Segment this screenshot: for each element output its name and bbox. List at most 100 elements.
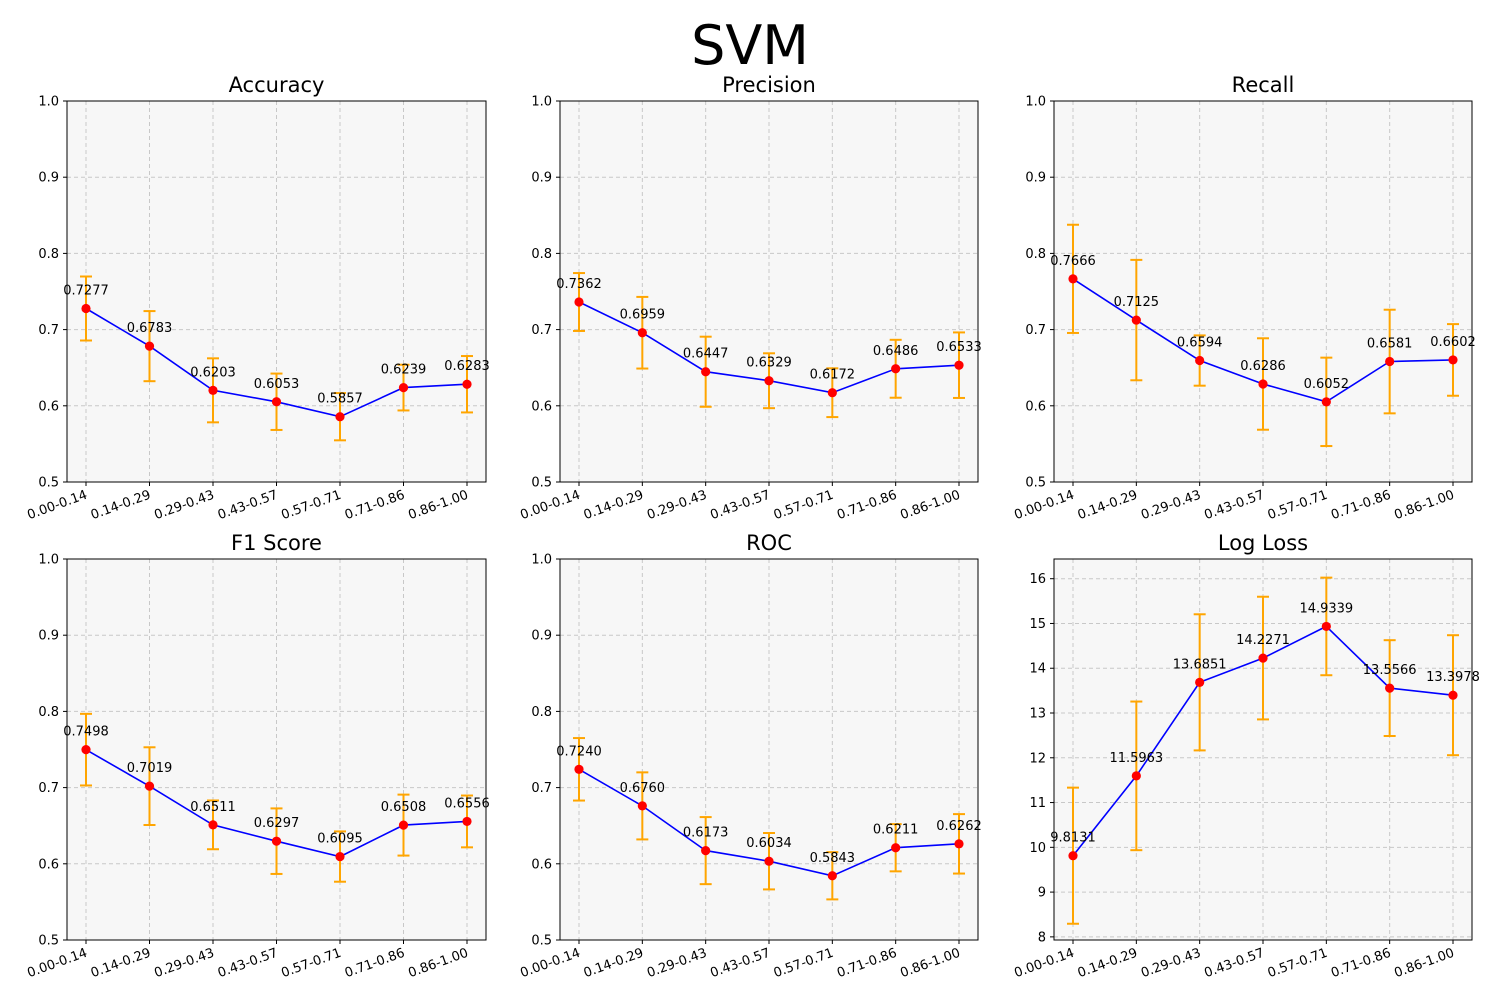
- data-point: [1195, 355, 1205, 366]
- data-label: 9.8131: [1050, 831, 1096, 846]
- y-tick-label: 0.9: [1025, 171, 1046, 186]
- y-tick-label: 0.9: [531, 171, 552, 186]
- data-point: [462, 379, 472, 389]
- data-label: 0.7277: [63, 283, 109, 298]
- plot-frame: [66, 100, 487, 483]
- data-point: [1321, 621, 1331, 632]
- data-label: 13.5566: [1363, 663, 1417, 678]
- data-label: 0.6203: [190, 365, 236, 380]
- data-label: 0.6052: [1304, 377, 1350, 392]
- y-tick-label: 0.5: [38, 934, 59, 949]
- data-label: 0.6486: [873, 344, 919, 359]
- data-label: 0.7498: [63, 725, 109, 740]
- data-point: [208, 820, 218, 830]
- data-label: 0.6211: [873, 823, 919, 838]
- data-point: [398, 382, 409, 393]
- subplot-f1-score: 0.50.60.70.80.91.00.00-0.14 0.14-0.29 0.29…: [25, 531, 489, 981]
- y-tick-label: 1.0: [531, 95, 552, 110]
- y-tick-label: 14: [1029, 662, 1046, 677]
- data-point: [208, 385, 218, 395]
- data-label: 0.6329: [746, 356, 792, 371]
- plot-frame: [1053, 100, 1473, 483]
- data-point: [462, 816, 472, 827]
- data-point: [1131, 771, 1141, 781]
- y-tick-label: 0.6: [531, 399, 552, 414]
- data-label: 0.7666: [1050, 254, 1096, 269]
- y-tick-label: 0.8: [38, 705, 59, 720]
- data-point: [1195, 677, 1205, 687]
- data-point: [1385, 683, 1395, 693]
- subplot-title: Recall: [1232, 73, 1295, 97]
- data-label: 0.6602: [1430, 335, 1476, 350]
- y-tick-label: 0.5: [38, 476, 59, 491]
- data-label: 13.3978: [1426, 670, 1480, 685]
- subplot-roc: 0.50.60.70.80.91.00.00-0.14 0.14-0.29 0.29…: [518, 531, 981, 981]
- data-label: 0.6783: [127, 321, 173, 336]
- y-tick-label: 16: [1029, 572, 1046, 587]
- data-label: 0.6959: [620, 308, 666, 323]
- data-point: [271, 397, 282, 407]
- data-label: 0.7362: [556, 277, 602, 292]
- data-point: [827, 388, 837, 398]
- data-point: [637, 801, 647, 811]
- data-point: [1385, 356, 1395, 367]
- data-label: 0.7019: [127, 761, 173, 776]
- y-tick-label: 0.9: [38, 171, 59, 186]
- data-label: 11.5963: [1109, 751, 1163, 766]
- y-tick-label: 1.0: [531, 553, 552, 568]
- data-point: [827, 871, 837, 881]
- subplot-accuracy: 0.50.60.70.80.91.00.00-0.14 0.14-0.29 0.29…: [25, 73, 489, 523]
- data-label: 0.6594: [1177, 336, 1223, 351]
- data-label: 0.6172: [810, 368, 856, 383]
- y-tick-label: 1.0: [38, 553, 59, 568]
- y-tick-label: 13: [1029, 707, 1046, 722]
- data-label: 0.6297: [254, 816, 300, 831]
- data-point: [1258, 379, 1268, 389]
- data-label: 0.6239: [381, 363, 427, 378]
- data-point: [335, 412, 345, 422]
- data-label: 0.6034: [746, 836, 792, 851]
- y-tick-label: 1.0: [1025, 95, 1046, 110]
- y-tick-label: 0.9: [531, 629, 552, 644]
- subplot-title: Log Loss: [1218, 531, 1308, 555]
- y-tick-label: 0.8: [531, 247, 552, 262]
- data-point: [1258, 653, 1268, 663]
- data-point: [1068, 851, 1078, 861]
- plot-frame: [1053, 558, 1473, 941]
- subplot-title: F1 Score: [231, 531, 322, 555]
- data-label: 14.2271: [1236, 633, 1290, 648]
- data-point: [144, 781, 155, 791]
- y-tick-label: 10: [1029, 841, 1046, 856]
- data-point: [701, 846, 711, 856]
- subplot-title: Precision: [722, 73, 816, 97]
- data-point: [144, 341, 155, 351]
- y-tick-label: 0.7: [531, 781, 552, 796]
- y-tick-label: 0.7: [38, 781, 59, 796]
- data-point: [335, 851, 345, 862]
- plot-frame: [66, 558, 487, 941]
- y-tick-label: 0.5: [531, 476, 552, 491]
- y-tick-label: 0.6: [531, 857, 552, 872]
- subplot-title: ROC: [746, 531, 792, 555]
- data-point: [1448, 690, 1458, 700]
- data-point: [81, 745, 91, 755]
- data-label: 0.5843: [810, 851, 856, 866]
- data-point: [764, 376, 774, 386]
- data-point: [1131, 315, 1141, 325]
- y-tick-label: 0.6: [38, 399, 59, 414]
- data-point: [398, 820, 409, 830]
- y-tick-label: 0.7: [531, 323, 552, 338]
- y-tick-label: 0.7: [38, 323, 59, 338]
- data-point: [81, 303, 91, 314]
- y-tick-label: 0.8: [531, 705, 552, 720]
- data-label: 0.6283: [444, 359, 490, 374]
- data-label: 14.9339: [1299, 601, 1353, 616]
- y-tick-label: 8: [1038, 930, 1046, 945]
- data-point: [1448, 355, 1458, 365]
- data-label: 0.6447: [683, 347, 729, 362]
- y-tick-label: 9: [1038, 886, 1046, 901]
- plot-frame: [559, 100, 979, 483]
- data-label: 0.6053: [254, 377, 300, 392]
